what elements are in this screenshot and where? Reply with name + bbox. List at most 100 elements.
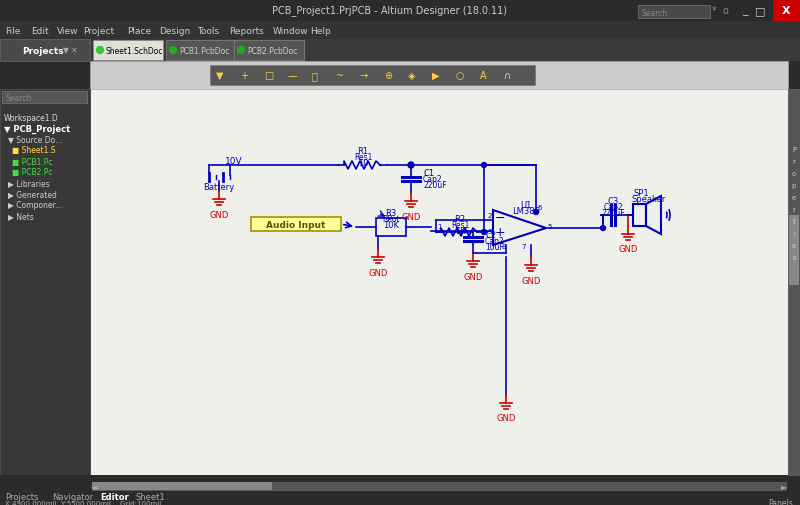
Bar — [92, 482, 786, 490]
Text: +: + — [240, 71, 248, 81]
Text: 1K: 1K — [454, 226, 466, 235]
Text: 3: 3 — [487, 229, 492, 234]
Text: 10V: 10V — [225, 157, 243, 166]
Text: e: e — [792, 194, 796, 200]
Circle shape — [482, 163, 486, 168]
Text: GND: GND — [496, 414, 516, 423]
Text: 1: 1 — [437, 224, 442, 230]
Text: ▶ Componer...: ▶ Componer... — [8, 201, 62, 210]
Text: r: r — [793, 159, 795, 165]
Text: X:4900.000mil  Y:5500.000mil    Grid:100mil: X:4900.000mil Y:5500.000mil Grid:100mil — [5, 500, 162, 505]
Text: 5: 5 — [547, 224, 551, 230]
Text: Design: Design — [159, 26, 190, 35]
Text: P: P — [792, 147, 796, 153]
Text: ▶ Generated: ▶ Generated — [8, 190, 57, 199]
Bar — [789, 216, 799, 285]
Bar — [0, 90, 90, 475]
Text: 10K: 10K — [383, 221, 399, 230]
Text: ■ PCB1.Pc: ■ PCB1.Pc — [12, 157, 53, 166]
Text: ▶ Libraries: ▶ Libraries — [8, 179, 50, 188]
Text: View: View — [58, 26, 79, 35]
Text: ~: ~ — [336, 71, 344, 81]
Text: Projects: Projects — [5, 492, 38, 501]
Text: ■ PCB2.Pc: ■ PCB2.Pc — [12, 168, 53, 177]
Text: RPot: RPot — [382, 215, 400, 224]
Circle shape — [170, 47, 177, 55]
Circle shape — [97, 47, 103, 55]
Text: GND: GND — [368, 268, 388, 277]
Text: Tools: Tools — [197, 26, 219, 35]
Text: Audio Input: Audio Input — [266, 220, 326, 229]
Bar — [251, 218, 341, 231]
Circle shape — [482, 230, 486, 235]
Text: →: → — [360, 71, 368, 81]
Text: Cap2: Cap2 — [423, 175, 442, 184]
Text: R3: R3 — [386, 209, 397, 218]
Bar — [0, 40, 90, 62]
Bar — [0, 40, 800, 62]
Text: GND: GND — [522, 276, 541, 285]
Text: GND: GND — [463, 272, 482, 281]
Text: Projects: Projects — [22, 46, 64, 56]
Bar — [773, 0, 800, 22]
Circle shape — [534, 210, 538, 215]
Text: ◈: ◈ — [408, 71, 415, 81]
Text: ▶ Nets: ▶ Nets — [8, 212, 34, 221]
Text: ■ Sheet1.S: ■ Sheet1.S — [12, 146, 55, 155]
Text: SP1: SP1 — [633, 188, 649, 197]
Text: ⊕: ⊕ — [384, 71, 392, 81]
Text: PCB_Project1.PrjPCB - Altium Designer (18.0.11): PCB_Project1.PrjPCB - Altium Designer (1… — [273, 6, 507, 17]
Bar — [92, 482, 272, 490]
Text: R1: R1 — [358, 147, 369, 156]
Bar — [633, 205, 646, 227]
Text: 220uF: 220uF — [601, 209, 625, 218]
Text: PCB2.PcbDoc: PCB2.PcbDoc — [247, 46, 298, 56]
Text: Help: Help — [310, 26, 331, 35]
Text: File: File — [5, 26, 20, 35]
Text: Search: Search — [6, 93, 32, 103]
Text: e: e — [792, 242, 796, 248]
Bar — [91, 90, 788, 475]
Text: Cap2: Cap2 — [485, 237, 505, 246]
Text: □: □ — [754, 6, 766, 16]
Bar — [0, 22, 800, 40]
Bar — [93, 41, 163, 61]
Text: Search: Search — [642, 9, 668, 18]
Bar — [638, 6, 710, 19]
Text: +: + — [495, 225, 506, 238]
Text: ▼ Source Do...: ▼ Source Do... — [8, 135, 62, 144]
Text: GND: GND — [210, 210, 229, 219]
Text: 2: 2 — [488, 213, 492, 219]
Text: ◄: ◄ — [90, 482, 98, 490]
Bar — [376, 219, 406, 236]
Text: Cap2: Cap2 — [603, 203, 623, 212]
Text: t: t — [793, 219, 795, 225]
Text: Speaker: Speaker — [632, 194, 666, 203]
Bar — [0, 0, 800, 22]
Circle shape — [601, 226, 606, 231]
Bar — [210, 66, 535, 86]
Circle shape — [238, 47, 245, 55]
Text: 7: 7 — [522, 243, 526, 249]
Text: 10uF: 10uF — [485, 243, 504, 252]
Circle shape — [408, 163, 414, 169]
Text: 10: 10 — [358, 159, 368, 168]
Text: LM386: LM386 — [512, 207, 540, 216]
Bar — [166, 41, 236, 61]
Text: −: − — [495, 211, 506, 224]
Text: Place: Place — [127, 26, 151, 35]
Text: Project: Project — [83, 26, 114, 35]
Bar — [788, 90, 800, 475]
Text: ▼: ▼ — [216, 71, 223, 81]
Text: r: r — [793, 207, 795, 213]
Text: ▶: ▶ — [432, 71, 439, 81]
Text: —: — — [288, 71, 298, 81]
Text: Navigator: Navigator — [52, 492, 94, 501]
Text: s: s — [792, 255, 796, 261]
Text: C2: C2 — [485, 231, 496, 240]
Text: 220uF: 220uF — [423, 181, 446, 190]
Bar — [90, 62, 788, 90]
Text: ○: ○ — [456, 71, 465, 81]
Text: C3: C3 — [607, 197, 618, 206]
Text: ∩: ∩ — [504, 71, 511, 81]
